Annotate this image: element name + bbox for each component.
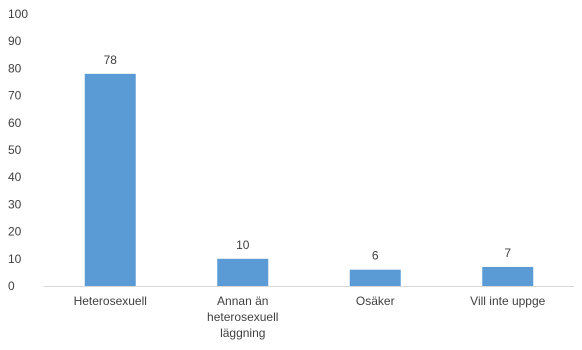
x-tick-label: Annan än (217, 294, 268, 308)
data-label: 78 (104, 53, 118, 67)
y-tick-label: 0 (8, 279, 15, 293)
data-label: 10 (236, 238, 250, 252)
bar (217, 258, 269, 286)
data-label: 6 (372, 249, 379, 263)
x-tick-label: heterosexuell (207, 310, 278, 324)
bar (84, 73, 136, 286)
x-tick-label: Osäker (356, 294, 395, 308)
y-tick-label: 30 (8, 197, 22, 211)
y-tick-label: 60 (8, 116, 22, 130)
bar (349, 269, 401, 286)
y-tick-label: 40 (8, 170, 22, 184)
bar (482, 266, 534, 286)
x-tick-label: läggning (220, 326, 265, 340)
x-tick-label: Heterosexuell (74, 294, 147, 308)
y-tick-label: 90 (8, 34, 22, 48)
y-tick-label: 10 (8, 252, 22, 266)
y-tick-label: 50 (8, 143, 22, 157)
y-tick-label: 80 (8, 61, 22, 75)
y-tick-label: 20 (8, 225, 22, 239)
y-tick-label: 100 (8, 7, 28, 21)
y-tick-label: 70 (8, 89, 22, 103)
data-label: 7 (504, 246, 511, 260)
x-tick-label: Vill inte uppge (470, 294, 545, 308)
